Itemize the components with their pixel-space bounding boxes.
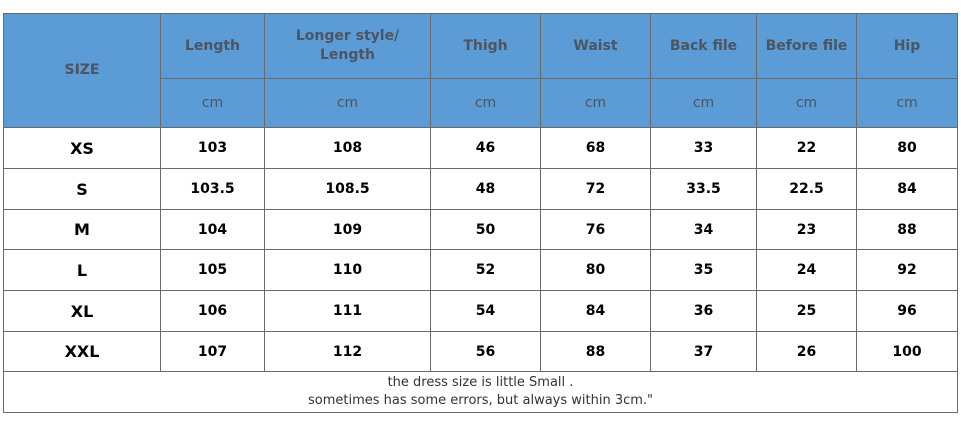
value-cell: 80: [856, 127, 958, 169]
value-cell: 68: [540, 127, 651, 169]
value-cell: 103: [160, 127, 265, 169]
value-cell: 37: [650, 331, 757, 372]
value-cell: 24: [756, 249, 857, 291]
value-cell: 46: [430, 127, 541, 169]
value-cell: 104: [160, 209, 265, 250]
value-cell: 109: [264, 209, 431, 250]
value-cell: 26: [756, 331, 857, 372]
value-cell: 96: [856, 290, 958, 332]
value-cell: 84: [856, 168, 958, 210]
size-cell: XXL: [3, 331, 161, 372]
value-cell: 108.5: [264, 168, 431, 210]
unit-cell: cm: [540, 78, 651, 128]
value-cell: 35: [650, 249, 757, 291]
value-cell: 52: [430, 249, 541, 291]
unit-cell: cm: [650, 78, 757, 128]
value-cell: 36: [650, 290, 757, 332]
value-cell: 76: [540, 209, 651, 250]
value-cell: 110: [264, 249, 431, 291]
value-cell: 84: [540, 290, 651, 332]
value-cell: 72: [540, 168, 651, 210]
unit-cell: cm: [430, 78, 541, 128]
value-cell: 88: [540, 331, 651, 372]
footer-line: sometimes has some errors, but always wi…: [307, 393, 654, 408]
unit-cell: cm: [756, 78, 857, 128]
size-header: SIZE: [3, 13, 161, 128]
value-cell: 80: [540, 249, 651, 291]
value-cell: 25: [756, 290, 857, 332]
unit-cell: cm: [264, 78, 431, 128]
size-cell: XS: [3, 127, 161, 169]
column-header: Hip: [856, 13, 958, 79]
unit-cell: cm: [160, 78, 265, 128]
value-cell: 92: [856, 249, 958, 291]
value-cell: 112: [264, 331, 431, 372]
column-header: Thigh: [430, 13, 541, 79]
value-cell: 48: [430, 168, 541, 210]
unit-cell: cm: [856, 78, 958, 128]
value-cell: 56: [430, 331, 541, 372]
value-cell: 108: [264, 127, 431, 169]
value-cell: 54: [430, 290, 541, 332]
size-cell: M: [3, 209, 161, 250]
value-cell: 107: [160, 331, 265, 372]
value-cell: 23: [756, 209, 857, 250]
value-cell: 103.5: [160, 168, 265, 210]
size-cell: S: [3, 168, 161, 210]
value-cell: 33: [650, 127, 757, 169]
size-cell: XL: [3, 290, 161, 332]
column-header: Waist: [540, 13, 651, 79]
value-cell: 22: [756, 127, 857, 169]
value-cell: 100: [856, 331, 958, 372]
value-cell: 111: [264, 290, 431, 332]
value-cell: 33.5: [650, 168, 757, 210]
value-cell: 106: [160, 290, 265, 332]
column-header: Longer style/ Length: [264, 13, 431, 79]
size-cell: L: [3, 249, 161, 291]
value-cell: 105: [160, 249, 265, 291]
value-cell: 88: [856, 209, 958, 250]
footer-line: the dress size is little Small .: [387, 375, 574, 390]
value-cell: 34: [650, 209, 757, 250]
column-header: Back file: [650, 13, 757, 79]
column-header: Before file: [756, 13, 857, 79]
value-cell: 22.5: [756, 168, 857, 210]
value-cell: 50: [430, 209, 541, 250]
column-header: Length: [160, 13, 265, 79]
footer-note: the dress size is little Small . sometime…: [3, 371, 958, 413]
